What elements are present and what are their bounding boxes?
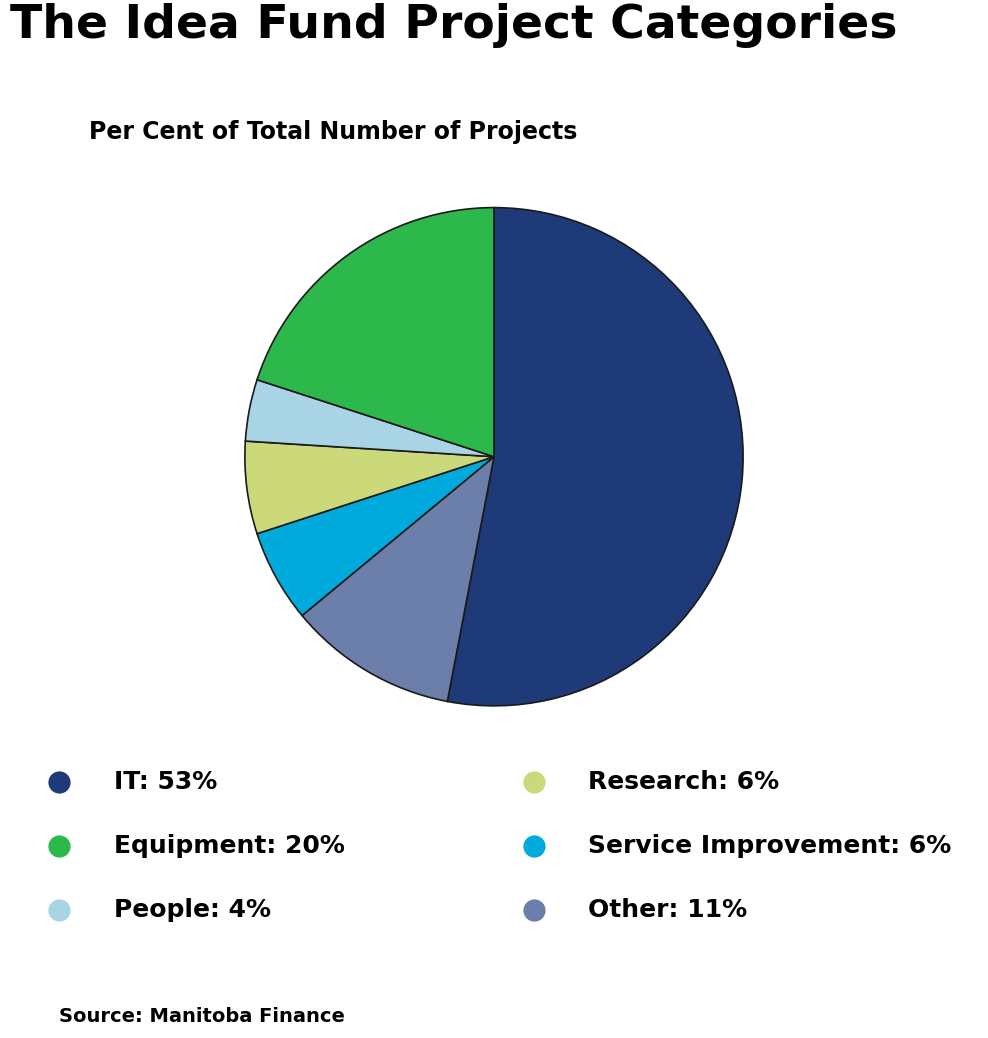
Text: Source: Manitoba Finance: Source: Manitoba Finance [59, 1007, 345, 1027]
Text: The Idea Fund Project Categories: The Idea Fund Project Categories [10, 3, 897, 49]
Text: IT: 53%: IT: 53% [114, 770, 217, 794]
Text: Equipment: 20%: Equipment: 20% [114, 835, 345, 858]
Wedge shape [245, 380, 494, 457]
Text: Service Improvement: 6%: Service Improvement: 6% [588, 835, 951, 858]
Wedge shape [257, 208, 494, 457]
Text: Per Cent of Total Number of Projects: Per Cent of Total Number of Projects [89, 119, 577, 143]
Wedge shape [245, 441, 494, 534]
Wedge shape [302, 457, 494, 702]
Text: Research: 6%: Research: 6% [588, 770, 779, 794]
Text: Other: 11%: Other: 11% [588, 898, 747, 922]
Text: People: 4%: People: 4% [114, 898, 271, 922]
Wedge shape [448, 208, 743, 706]
Wedge shape [257, 457, 494, 616]
